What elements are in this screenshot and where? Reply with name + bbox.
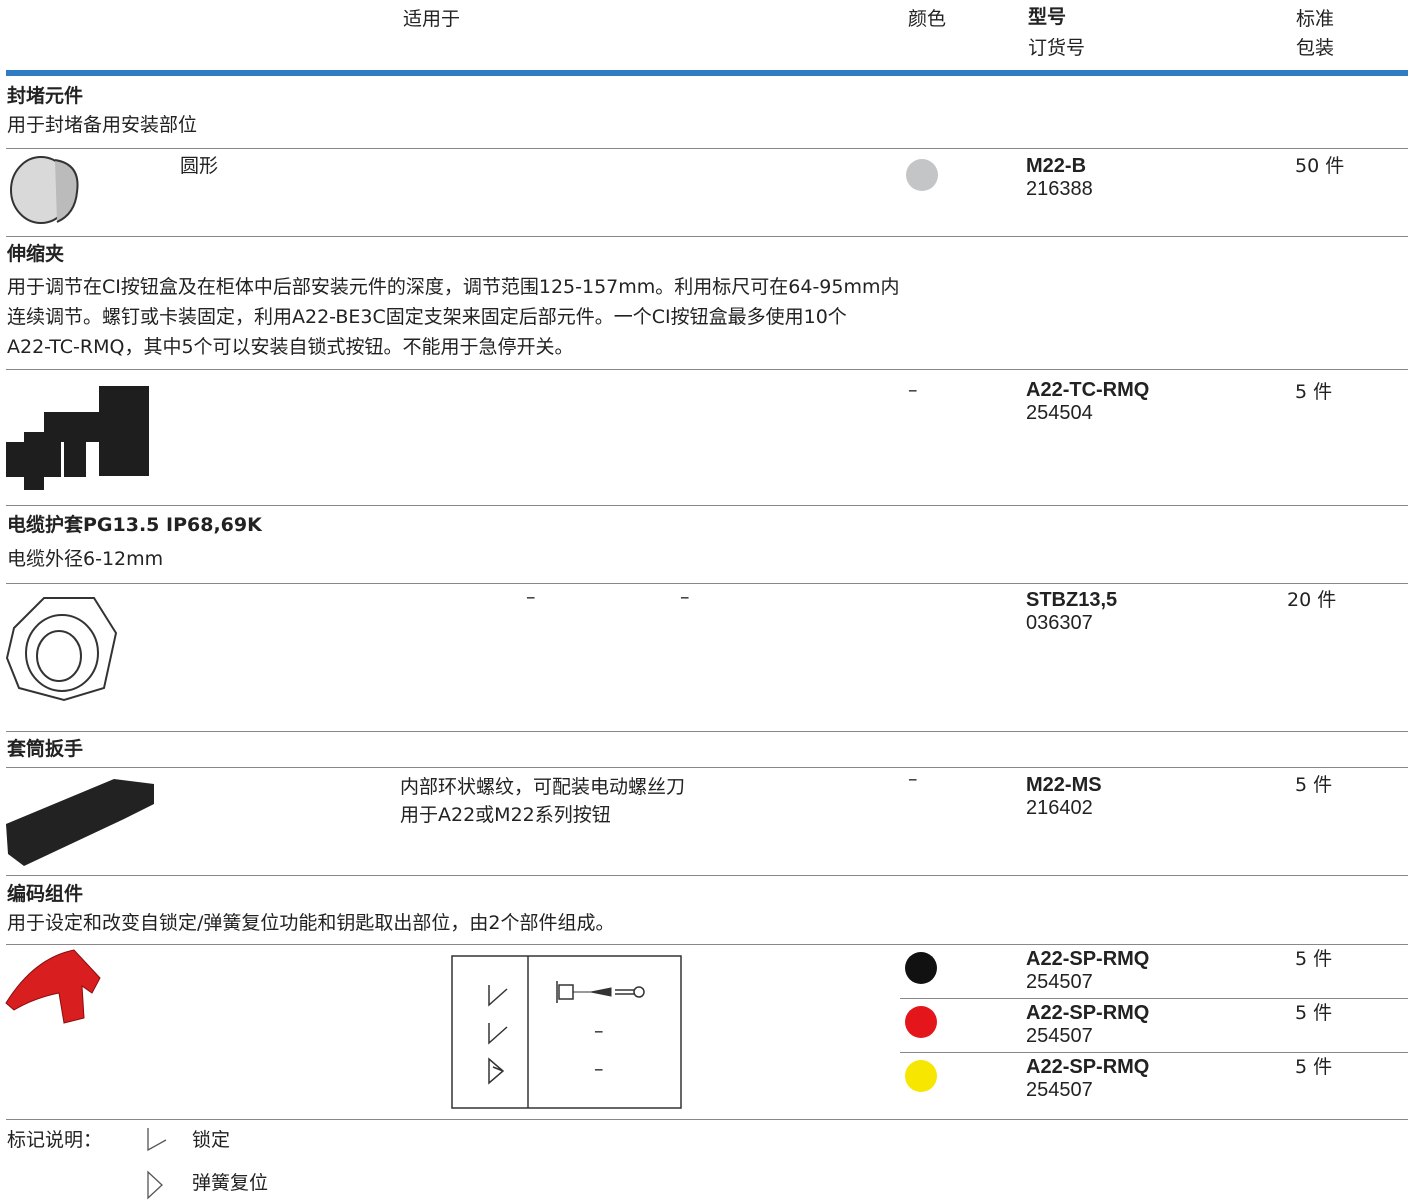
section-title: 编码组件 — [7, 883, 84, 905]
applies: 内部环状螺纹，可配装电动螺丝刀 — [400, 776, 686, 798]
rule — [6, 731, 1408, 732]
header-applies: 适用于 — [403, 8, 461, 30]
section-title: 封堵元件 — [7, 85, 84, 107]
section-description: 用于设定和改变自锁定/弹簧复位功能和钥匙取出部位，由2个部件组成。 — [7, 912, 615, 934]
legend-symbols — [147, 1128, 167, 1200]
applies: 圆形 — [180, 155, 219, 177]
applies: – — [526, 586, 536, 608]
section-title: 套筒扳手 — [7, 738, 84, 760]
model: STBZ13,5 — [1026, 589, 1118, 611]
section-title: 电缆护套PG13.5 IP68,69K — [7, 514, 262, 536]
order-no: 036307 — [1026, 612, 1093, 634]
color-text: – — [908, 379, 918, 401]
applies: 用于A22或M22系列按钮 — [400, 804, 611, 826]
rule — [6, 1119, 1408, 1120]
order-no: 254507 — [1026, 971, 1093, 993]
model: A22-SP-RMQ — [1026, 948, 1150, 970]
model: M22-B — [1026, 155, 1087, 177]
model: A22-SP-RMQ — [1026, 1002, 1150, 1024]
order-no: 254507 — [1026, 1079, 1093, 1101]
pack: 5 件 — [1295, 948, 1333, 970]
pack: 50 件 — [1295, 155, 1345, 177]
rule — [6, 767, 1408, 768]
rule — [6, 875, 1408, 876]
color-dot — [905, 1006, 937, 1038]
rule — [6, 505, 1408, 506]
rule — [6, 148, 1408, 149]
model: A22-SP-RMQ — [1026, 1056, 1150, 1078]
legend-item: 弹簧复位 — [192, 1172, 269, 1194]
section-description: 用于调节在CI按钮盒及在柜体中后部安装元件的深度，调节范围125-157mm。利… — [7, 276, 900, 298]
product-image — [6, 386, 149, 490]
header-pack: 标准 — [1296, 8, 1335, 30]
order-no: 254507 — [1026, 1025, 1093, 1047]
diagram-cell: – — [594, 1020, 604, 1042]
pack: 20 件 — [1287, 589, 1337, 611]
order-no: 254504 — [1026, 402, 1093, 424]
rule — [6, 236, 1408, 237]
model: M22-MS — [1026, 774, 1102, 796]
rule — [6, 583, 1408, 584]
section-description: 连续调节。螺钉或卡装固定，利用A22-BE3C固定支架来固定后部元件。一个CI按… — [7, 306, 847, 328]
color-text: – — [908, 768, 918, 790]
header-order-no: 订货号 — [1028, 37, 1086, 59]
rule — [6, 944, 1408, 945]
header-rule — [6, 70, 1408, 76]
section-description: A22-TC-RMQ，其中5个可以安装自锁式按钮。不能用于急停开关。 — [7, 336, 574, 358]
rule — [900, 998, 1408, 999]
order-no: 216388 — [1026, 178, 1093, 200]
pack: 5 件 — [1295, 774, 1333, 796]
pack: 5 件 — [1295, 381, 1333, 403]
product-image — [6, 779, 154, 866]
section-description: 电缆外径6-12mm — [7, 548, 164, 570]
coding-diagram — [451, 955, 682, 1109]
header-pack: 包装 — [1296, 37, 1335, 59]
legend-label: 标记说明： — [7, 1129, 103, 1151]
legend-item: 锁定 — [192, 1129, 231, 1151]
diagram-cell: – — [594, 1058, 604, 1080]
rule — [6, 369, 1408, 370]
header-color: 颜色 — [908, 8, 947, 30]
color-dot — [905, 1060, 937, 1092]
model: A22-TC-RMQ — [1026, 379, 1150, 401]
rule — [900, 1052, 1408, 1053]
color-dot — [905, 952, 937, 984]
product-image — [5, 597, 118, 702]
header-model: 型号 — [1028, 6, 1067, 28]
color-dot — [906, 159, 938, 191]
section-description: 用于封堵备用安装部位 — [7, 114, 198, 136]
product-image — [10, 156, 79, 224]
pack: 5 件 — [1295, 1056, 1333, 1078]
order-no: 216402 — [1026, 797, 1093, 819]
pack: 5 件 — [1295, 1002, 1333, 1024]
applies: – — [680, 586, 690, 608]
product-image — [5, 949, 101, 1024]
section-title: 伸缩夹 — [7, 243, 65, 265]
